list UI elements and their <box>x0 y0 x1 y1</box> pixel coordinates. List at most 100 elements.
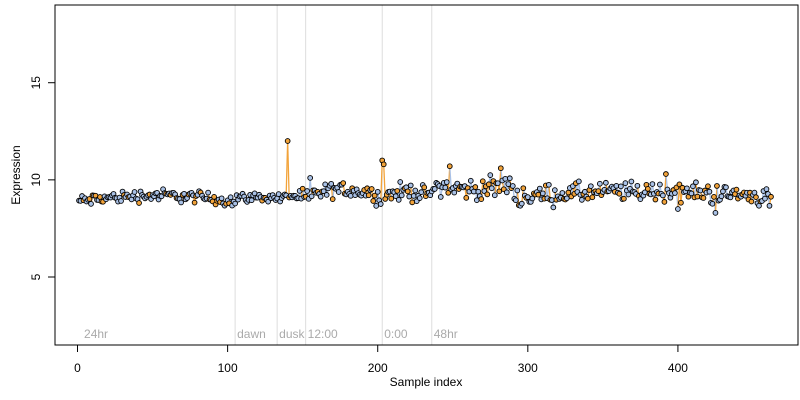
data-point <box>479 178 486 185</box>
data-point <box>451 189 458 196</box>
data-point <box>628 178 635 185</box>
data-point <box>404 188 411 195</box>
data-point <box>446 163 453 170</box>
data-point <box>694 193 701 200</box>
data-point <box>723 184 729 191</box>
data-point <box>340 180 347 186</box>
data-point <box>248 197 255 204</box>
y-tick-label: 15 <box>29 76 43 90</box>
data-point <box>649 181 656 187</box>
data-point <box>88 201 94 207</box>
data-point <box>421 184 428 191</box>
data-point <box>660 192 666 199</box>
data-point <box>684 185 690 192</box>
data-point <box>284 138 291 144</box>
data-point <box>494 180 501 187</box>
data-point <box>551 187 558 193</box>
data-point <box>487 172 494 178</box>
annotation-label: 0:00 <box>384 327 408 341</box>
x-tick-label: 300 <box>518 361 538 375</box>
data-point <box>766 202 773 209</box>
data-point <box>416 195 423 201</box>
data-point <box>496 188 503 195</box>
data-point <box>706 188 713 195</box>
data-point <box>320 188 327 195</box>
data-point <box>579 197 585 203</box>
guide-lines <box>234 5 433 345</box>
annotation-label: 12:00 <box>308 327 338 341</box>
data-point <box>329 196 336 202</box>
data-point <box>603 179 609 186</box>
data-point <box>485 181 492 188</box>
data-point <box>645 185 651 192</box>
connector-line <box>449 166 452 190</box>
data-point <box>308 193 315 200</box>
data-point <box>304 188 311 194</box>
data-point <box>559 190 566 196</box>
data-point <box>409 199 416 206</box>
data-point <box>502 175 509 182</box>
data-point <box>437 194 444 200</box>
data-point <box>335 189 342 195</box>
data-point <box>621 195 627 202</box>
data-point <box>118 198 124 204</box>
data-point <box>388 195 395 202</box>
data-point <box>398 192 405 199</box>
plot-frame <box>54 4 799 346</box>
data-point <box>178 199 184 206</box>
data-point <box>672 190 678 196</box>
data-point <box>576 178 582 185</box>
x-tick-label: 400 <box>668 361 688 375</box>
data-point <box>488 185 495 192</box>
data-point <box>613 183 620 189</box>
annotation-label: 24hr <box>84 327 108 341</box>
data-point <box>622 180 629 186</box>
data-point <box>374 188 381 195</box>
data-point <box>431 186 438 192</box>
data-point <box>709 200 716 207</box>
data-point <box>497 165 504 172</box>
data-points <box>76 138 774 216</box>
data-point <box>328 180 335 187</box>
data-point <box>529 195 536 202</box>
data-point <box>714 183 720 189</box>
x-tick-label: 200 <box>368 361 388 375</box>
y-tick-label: 5 <box>29 273 43 280</box>
data-point <box>506 175 513 182</box>
data-point <box>478 196 485 202</box>
data-point <box>509 183 516 189</box>
data-point <box>618 183 624 190</box>
data-point <box>589 194 596 201</box>
connector-line <box>309 177 313 197</box>
data-point <box>733 186 740 193</box>
data-point <box>484 191 491 198</box>
x-tick-label: 100 <box>218 361 238 375</box>
data-point <box>705 183 711 190</box>
data-point <box>657 181 663 188</box>
data-point <box>491 192 498 199</box>
data-point <box>181 190 187 197</box>
data-point <box>370 198 377 204</box>
data-point <box>634 182 641 189</box>
y-axis: 5 10 15 <box>29 76 56 280</box>
data-point <box>347 192 354 199</box>
data-point <box>397 179 404 185</box>
data-point <box>545 181 552 188</box>
data-point <box>86 196 93 202</box>
data-point <box>323 192 330 198</box>
data-point <box>597 180 603 187</box>
data-point <box>512 197 519 204</box>
data-point <box>718 193 725 200</box>
data-point <box>380 161 387 168</box>
data-point <box>394 188 401 194</box>
data-point <box>442 184 449 191</box>
connector-line <box>287 140 290 198</box>
data-point <box>205 189 211 196</box>
data-point <box>443 179 450 185</box>
data-point <box>753 194 759 200</box>
x-axis-label: Sample index <box>390 375 463 389</box>
data-point <box>463 194 470 201</box>
data-point <box>299 185 306 192</box>
data-point <box>588 183 594 190</box>
